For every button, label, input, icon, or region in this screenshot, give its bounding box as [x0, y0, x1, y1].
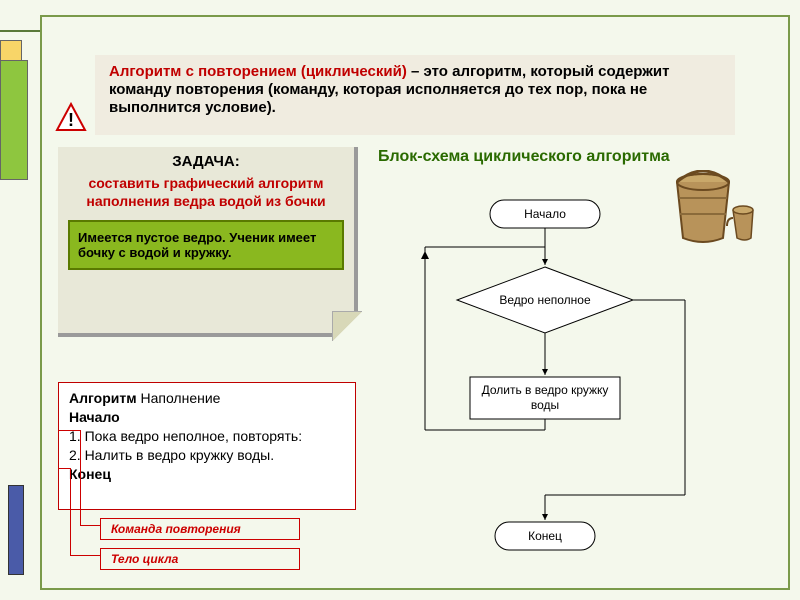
node-action-l2: воды: [531, 398, 559, 412]
definition-title: Алгоритм с повторением (циклический): [109, 63, 407, 80]
task-heading: ЗАДАЧА:: [68, 153, 344, 170]
algo-line-end: Конец: [69, 465, 345, 484]
algo-line-cond: 1. Пока ведро неполное, повторять:: [69, 427, 345, 446]
algo-label: Алгоритм: [69, 390, 137, 406]
right-column: Блок-схема циклического алгоритма: [378, 147, 738, 166]
node-cond: Ведро неполное: [499, 293, 591, 307]
algo-name: Наполнение: [137, 390, 221, 406]
flowchart-heading: Блок-схема циклического алгоритма: [378, 147, 738, 166]
label-repeat-command: Команда повторения: [100, 518, 300, 540]
task-given: Имеется пустое ведро. Ученик имеет бочку…: [68, 220, 344, 270]
connector-line: [80, 525, 100, 526]
decorative-left-tabs: [0, 0, 30, 600]
connector-line: [58, 468, 70, 469]
connector-line: [58, 430, 80, 431]
connector-line: [80, 430, 81, 525]
warning-icon: !: [55, 102, 87, 134]
task-goal: составить графический алгоритм наполнени…: [68, 174, 344, 210]
algorithm-text-box: Алгоритм Наполнение Начало 1. Пока ведро…: [58, 382, 356, 510]
connector-line: [70, 555, 100, 556]
paper-fold-icon: [332, 311, 362, 341]
connector-line: [70, 468, 71, 555]
svg-text:!: !: [68, 110, 74, 130]
flowchart: Начало Ведро неполное Долить в ведро кру…: [395, 195, 735, 565]
task-box: ЗАДАЧА: составить графический алгоритм н…: [58, 147, 358, 337]
algo-line-start: Начало: [69, 408, 345, 427]
algo-line-action: 2. Налить в ведро кружку воды.: [69, 446, 345, 465]
node-start: Начало: [524, 207, 566, 221]
definition-box: Алгоритм с повторением (циклический) – э…: [95, 55, 735, 135]
label-loop-body: Тело цикла: [100, 548, 300, 570]
node-end: Конец: [528, 529, 562, 543]
node-action-l1: Долить в ведро кружку: [482, 383, 609, 397]
